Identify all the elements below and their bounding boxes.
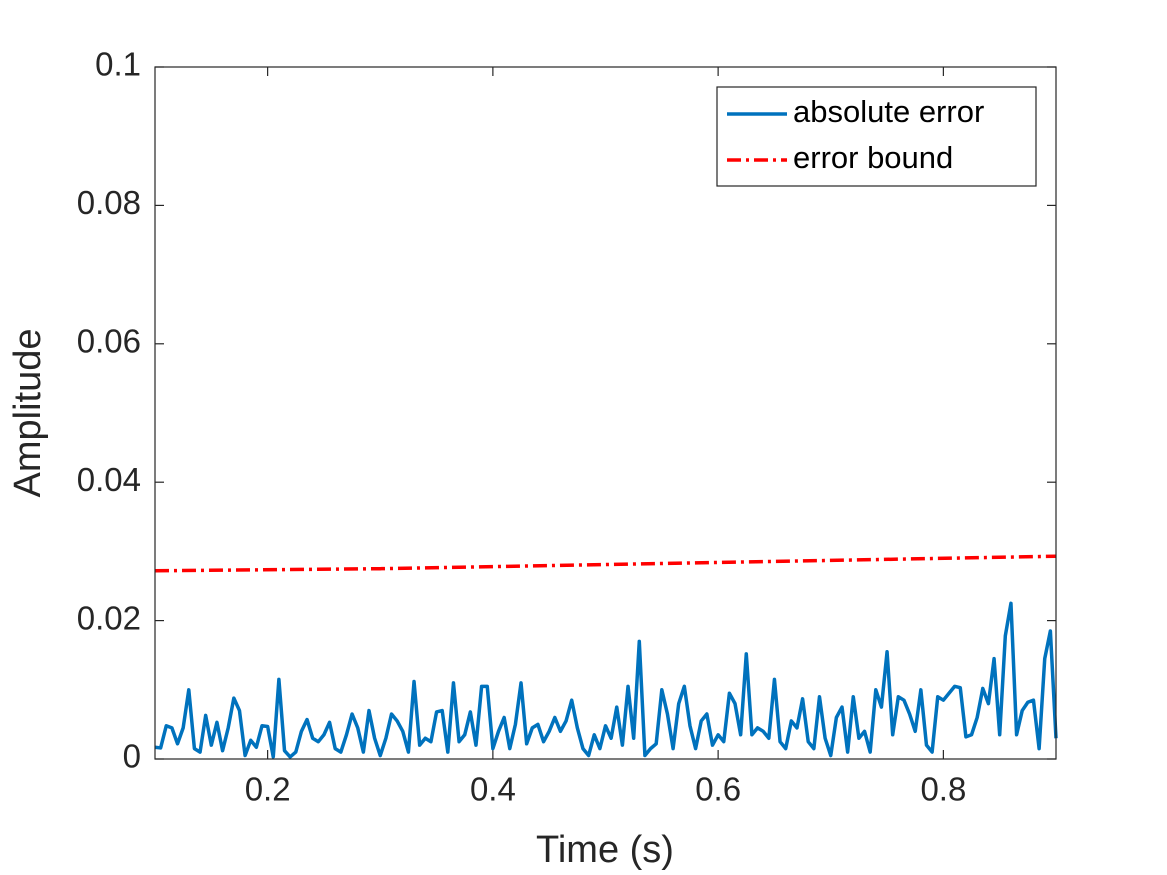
- y-tick-label: 0.02: [77, 599, 141, 636]
- y-tick-label: 0.06: [77, 323, 141, 360]
- y-axis-label: Amplitude: [7, 329, 49, 498]
- legend-box: [716, 86, 1037, 187]
- x-tick-label: 0.2: [245, 771, 291, 808]
- x-axis-label: Time (s): [536, 829, 674, 871]
- y-tick-label: 0: [123, 738, 141, 775]
- x-tick-label: 0.6: [695, 771, 741, 808]
- data-line: [154, 601, 1058, 759]
- y-tick-label: 0.04: [77, 461, 141, 498]
- legend-label: error bound: [793, 140, 953, 175]
- x-tick-label: 0.4: [470, 771, 516, 808]
- y-tick-label: 0.1: [95, 46, 141, 83]
- y-tick-label: 0.08: [77, 184, 141, 221]
- data-line: [154, 554, 1057, 573]
- plot-box: [154, 66, 1057, 760]
- legend-label: absolute error: [793, 94, 984, 129]
- x-tick-label: 0.8: [920, 771, 966, 808]
